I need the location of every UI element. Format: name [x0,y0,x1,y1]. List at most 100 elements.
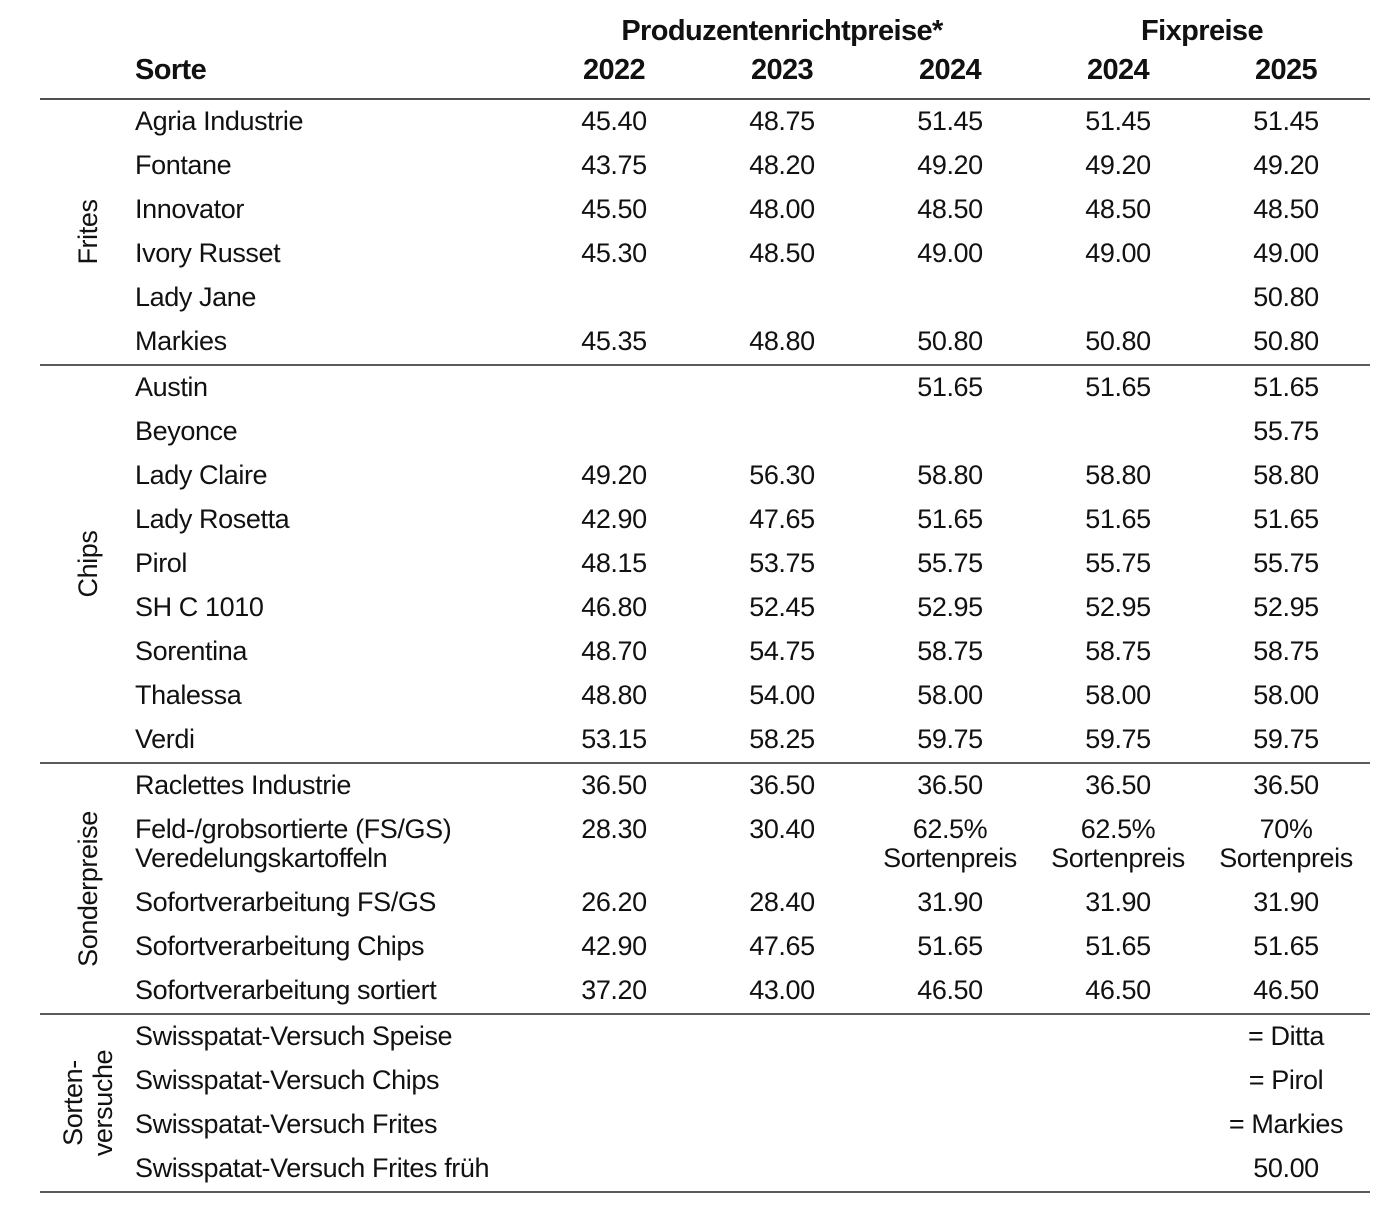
price-cell: 62.5% Sortenpreis [883,814,1017,873]
price-cell [866,1147,1034,1192]
price-cell: 58.75 [1085,636,1151,666]
sorte-cell: Feld-/grobsortierte (FS/GS) Veredelungsk… [135,814,452,873]
price-cell: 49.20 [1085,150,1151,180]
group-label: Sonderpreise [72,810,103,967]
price-cell: 46.80 [581,592,647,622]
price-cell: 48.20 [749,150,815,180]
price-cell: 51.65 [1085,931,1151,961]
price-cell [698,1059,866,1103]
price-cell: 50.80 [1253,282,1319,312]
price-cell: = Ditta [1248,1021,1325,1051]
sorte-cell: Thalessa [135,680,242,710]
group-label: Frites [72,199,103,265]
sorte-cell: Sorentina [135,636,247,666]
group-label: Chips [72,530,103,598]
price-cell [866,1103,1034,1147]
table-header: Produzentenrichtpreise* Fixpreise Sorte … [40,12,1371,100]
price-cell: 70% Sortenpreis [1219,814,1353,873]
group-label-cell: Frites [40,99,135,365]
price-cell: 46.50 [917,975,983,1005]
price-cell: 52.95 [1085,592,1151,622]
price-cell: 26.20 [581,887,647,917]
price-cell: 45.50 [581,194,647,224]
year-header-2023: 2023 [698,53,866,100]
table-row: Beyonce 55.75 [40,410,1370,454]
year-header-2024-richt: 2024 [866,53,1035,100]
price-cell [866,1014,1034,1059]
price-cell [698,1103,866,1147]
price-cell: 45.30 [581,238,647,268]
year-header-2025: 2025 [1202,53,1371,100]
price-cell: 51.45 [917,106,983,136]
table-row: Sofortverarbeitung Chips 42.90 47.65 51.65 5… [40,925,1370,969]
price-cell: 58.00 [1085,680,1151,710]
sorte-column-header: Sorte [135,53,530,100]
group-label-cell: Sonderpreise [40,763,135,1014]
table-row: Chips Austin 51.65 51.65 51.65 [40,365,1371,598]
price-cell: = Markies [1228,1109,1344,1139]
price-cell: 48.80 [749,326,815,356]
price-cell: 51.45 [1253,106,1319,136]
sorte-cell: Agria Industrie [135,106,304,136]
sorte-cell: Swisspatat-Versuch Frites früh [135,1153,490,1183]
price-cell: 50.00 [1253,1153,1319,1183]
price-cell: 31.90 [1085,887,1151,917]
sorte-cell: Austin [135,372,208,402]
price-cell: 51.45 [1085,106,1151,136]
price-cell: 55.75 [1253,416,1319,446]
price-cell: 48.50 [1253,194,1319,224]
table-row: Swisspatat-Versuch Frites = Markies [40,1103,1370,1147]
sorte-cell: Swisspatat-Versuch Speise [135,1021,453,1051]
price-cell: 59.75 [917,724,983,754]
price-table: Produzentenrichtpreise* Fixpreise Sorte … [40,12,1371,1193]
price-cell [530,1059,698,1103]
price-cell: 58.80 [1085,460,1151,490]
price-cell: 45.35 [581,326,647,356]
sorte-cell: Innovator [135,194,244,224]
price-cell: 51.65 [1253,372,1319,402]
table-row: Sorten- versuche Swisspatat-Versuch Speis… [40,1014,1371,1156]
group-label-cell: Chips [40,365,135,763]
table-row: Pirol 48.15 53.75 55.75 55.75 55.75 [40,542,1370,586]
price-cell: 59.75 [1085,724,1151,754]
price-cell: 50.80 [917,326,983,356]
sorte-cell: Sofortverarbeitung Chips [135,931,425,961]
price-cell: = Pirol [1248,1065,1324,1095]
price-cell [530,1103,698,1147]
sorte-cell: Lady Rosetta [135,504,290,534]
price-cell: 36.50 [749,770,815,800]
price-cell: 55.75 [917,548,983,578]
table-row: Lady Claire 49.20 56.30 58.80 58.80 58.80 [40,454,1370,498]
price-cell [698,410,866,454]
price-cell: 49.20 [581,460,647,490]
price-cell: 36.50 [581,770,647,800]
price-cell [698,1147,866,1192]
price-cell: 31.90 [917,887,983,917]
price-cell: 49.20 [917,150,983,180]
price-cell [1034,1147,1202,1192]
price-cell: 30.40 [749,814,815,844]
price-cell: 51.65 [917,931,983,961]
table-row: Sorentina 48.70 54.75 58.75 58.75 58.75 [40,630,1370,674]
price-cell [1034,410,1202,454]
price-cell: 28.30 [581,814,647,844]
price-cell: 43.75 [581,150,647,180]
price-cell: 36.50 [1085,770,1151,800]
fixpreise-group-header: Fixpreise [1141,15,1264,47]
price-cell [698,1014,866,1059]
sorte-cell: Ivory Russet [135,238,281,268]
price-cell: 48.00 [749,194,815,224]
price-cell [530,1147,698,1192]
group-label-cell: Sorten- versuche [40,1014,135,1192]
price-cell: 53.75 [749,548,815,578]
sorte-cell: Lady Claire [135,460,268,490]
price-cell: 51.65 [917,504,983,534]
price-cell: 58.80 [1253,460,1319,490]
price-cell: 55.75 [1085,548,1151,578]
price-cell: 48.75 [749,106,815,136]
price-cell: 58.75 [917,636,983,666]
price-cell: 58.75 [1253,636,1319,666]
price-cell [866,1059,1034,1103]
price-cell [698,276,866,320]
price-cell: 28.40 [749,887,815,917]
